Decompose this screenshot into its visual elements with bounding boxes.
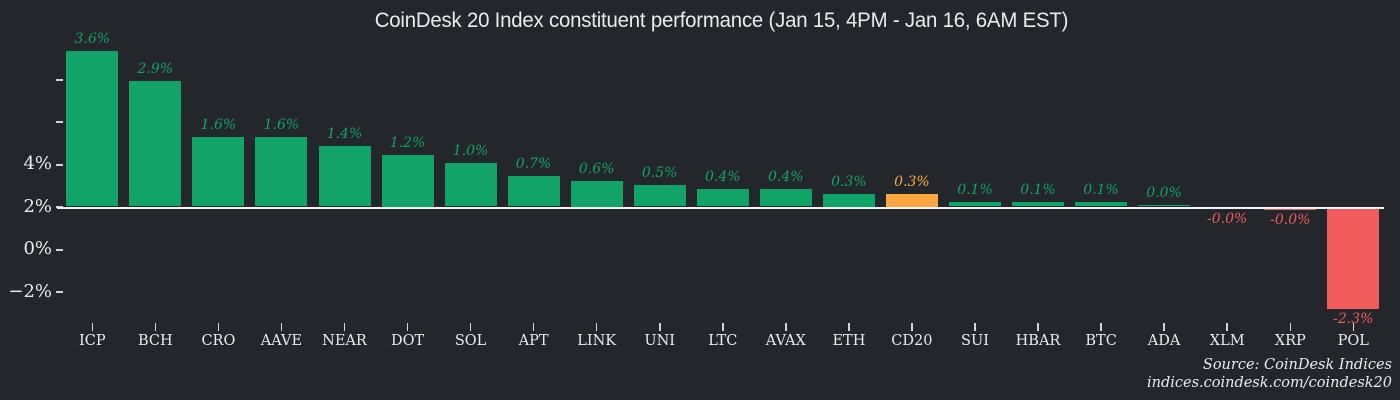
- bar-value-label-AAVE: 1.6%: [263, 117, 300, 134]
- x-axis-label-AVAX: AVAX: [765, 333, 806, 349]
- x-axis-label-ETH: ETH: [832, 333, 866, 349]
- bar-value-label-ETH: 0.3%: [831, 173, 867, 190]
- bar-AVAX: [759, 189, 812, 207]
- x-axis-tick: [1100, 323, 1102, 331]
- bar-DOT: [381, 154, 434, 207]
- x-axis-tick: [974, 323, 976, 331]
- bar-LINK: [570, 180, 623, 207]
- bar-value-label-CD20: 0.3%: [894, 173, 930, 190]
- y-axis-tick: [56, 291, 63, 293]
- bar-value-label-BCH: 2.9%: [137, 60, 174, 77]
- bar-CD20: [885, 193, 938, 207]
- x-axis-label-SOL: SOL: [454, 333, 487, 349]
- x-axis-tick: [1163, 323, 1165, 331]
- bar-value-label-APT: 0.7%: [515, 156, 552, 173]
- x-axis-label-DOT: DOT: [391, 333, 425, 349]
- bar-value-label-CRO: 1.6%: [200, 117, 237, 134]
- bar-value-label-ICP: 3.6%: [74, 30, 111, 47]
- x-axis-label-CD20: CD20: [891, 333, 933, 349]
- x-axis-tick: [91, 323, 93, 331]
- x-axis-tick: [154, 323, 157, 331]
- bar-value-label-LTC: 0.4%: [705, 169, 741, 186]
- source-url: indices.coindesk.com/coindesk20: [1146, 374, 1392, 391]
- bar-ICP: [66, 50, 119, 207]
- bar-value-label-HBAR: 0.1%: [1020, 182, 1056, 199]
- x-axis-label-SUI: SUI: [961, 333, 989, 349]
- bar-value-label-SUI: 0.1%: [957, 182, 993, 199]
- y-axis-tick-label: 4%: [23, 153, 52, 174]
- x-axis-tick: [911, 323, 913, 331]
- y-axis-tick: [56, 248, 63, 251]
- x-axis-label-XLM: XLM: [1209, 333, 1245, 349]
- bar-value-label-UNI: 0.5%: [641, 164, 678, 181]
- bar-ADA: [1138, 204, 1191, 207]
- bar-value-label-ADA: 0.0%: [1146, 184, 1182, 201]
- x-axis-label-BTC: BTC: [1085, 333, 1117, 349]
- x-axis-tick: [848, 323, 850, 331]
- bar-LTC: [696, 189, 749, 207]
- bar-value-label-XLM: -0.0%: [1207, 211, 1248, 227]
- bar-value-label-SOL: 1.0%: [452, 143, 489, 160]
- x-axis-tick: [1037, 323, 1039, 331]
- source-note: Source: CoinDesk Indices indices.coindes…: [1147, 357, 1392, 392]
- x-axis-tick: [722, 323, 724, 331]
- bar-BTC: [1075, 202, 1128, 207]
- bar-NEAR: [318, 145, 371, 207]
- x-axis-tick: [469, 323, 472, 331]
- y-axis-tick: [56, 163, 63, 166]
- bar-value-label-DOT: 1.2%: [389, 134, 426, 151]
- x-axis-label-NEAR: NEAR: [322, 333, 367, 349]
- x-axis-tick: [280, 323, 283, 331]
- x-axis-tick: [659, 323, 661, 331]
- zero-baseline: [57, 206, 1384, 209]
- bar-value-label-NEAR: 1.4%: [326, 125, 363, 142]
- chart-title-text: CoinDesk 20 Index constituent performanc…: [374, 9, 1068, 32]
- x-axis-tick: [1289, 323, 1291, 331]
- y-axis-tick-label: 0%: [23, 238, 52, 259]
- x-axis-label-BCH: BCH: [137, 333, 173, 349]
- x-axis-label-XRP: XRP: [1274, 333, 1306, 349]
- y-axis-tick: [56, 78, 63, 81]
- bar-APT: [507, 176, 560, 207]
- y-axis-tick-label: 2%: [23, 195, 52, 217]
- x-axis-tick: [1352, 323, 1354, 331]
- bar-AAVE: [255, 137, 308, 207]
- x-axis-label-LTC: LTC: [708, 333, 738, 349]
- x-axis-tick: [532, 323, 535, 331]
- bar-CRO: [192, 137, 245, 207]
- bar-SUI: [949, 202, 1001, 207]
- bar-UNI: [633, 184, 686, 207]
- bar-SOL: [444, 163, 497, 207]
- bar-value-label-XRP: -0.0%: [1270, 212, 1311, 229]
- x-axis-label-UNI: UNI: [644, 333, 675, 349]
- bar-value-label-LINK: 0.6%: [578, 160, 615, 177]
- y-axis-tick: [56, 121, 63, 123]
- x-axis-label-POL: POL: [1337, 333, 1369, 349]
- bar-BCH: [129, 80, 182, 207]
- bar-value-label-BTC: 0.1%: [1083, 182, 1119, 199]
- x-axis-label-CRO: CRO: [201, 333, 236, 349]
- x-axis-tick: [343, 323, 346, 331]
- x-axis-label-APT: APT: [518, 333, 549, 349]
- x-axis-label-ICP: ICP: [79, 333, 106, 349]
- x-axis-tick: [785, 323, 787, 331]
- bar-value-label-POL: -2.3%: [1333, 310, 1374, 327]
- bar-HBAR: [1012, 202, 1064, 207]
- x-axis-label-AAVE: AAVE: [260, 333, 303, 349]
- bar-value-label-AVAX: 0.4%: [768, 169, 804, 186]
- bar-ETH: [822, 193, 875, 207]
- x-axis-label-ADA: ADA: [1147, 333, 1181, 349]
- bar-POL: [1327, 209, 1380, 309]
- x-axis-tick: [595, 323, 598, 331]
- x-axis-label-HBAR: HBAR: [1015, 333, 1061, 349]
- bar-XRP: [1264, 209, 1317, 211]
- x-axis-tick: [217, 323, 220, 331]
- x-axis-label-LINK: LINK: [577, 333, 617, 349]
- x-axis-tick: [1226, 323, 1228, 331]
- y-axis-tick-label: −2%: [8, 280, 52, 302]
- chart-title: CoinDesk 20 Index constituent performanc…: [57, 9, 1385, 33]
- x-axis-tick: [406, 323, 409, 331]
- source-line: Source: CoinDesk Indices: [1202, 357, 1392, 373]
